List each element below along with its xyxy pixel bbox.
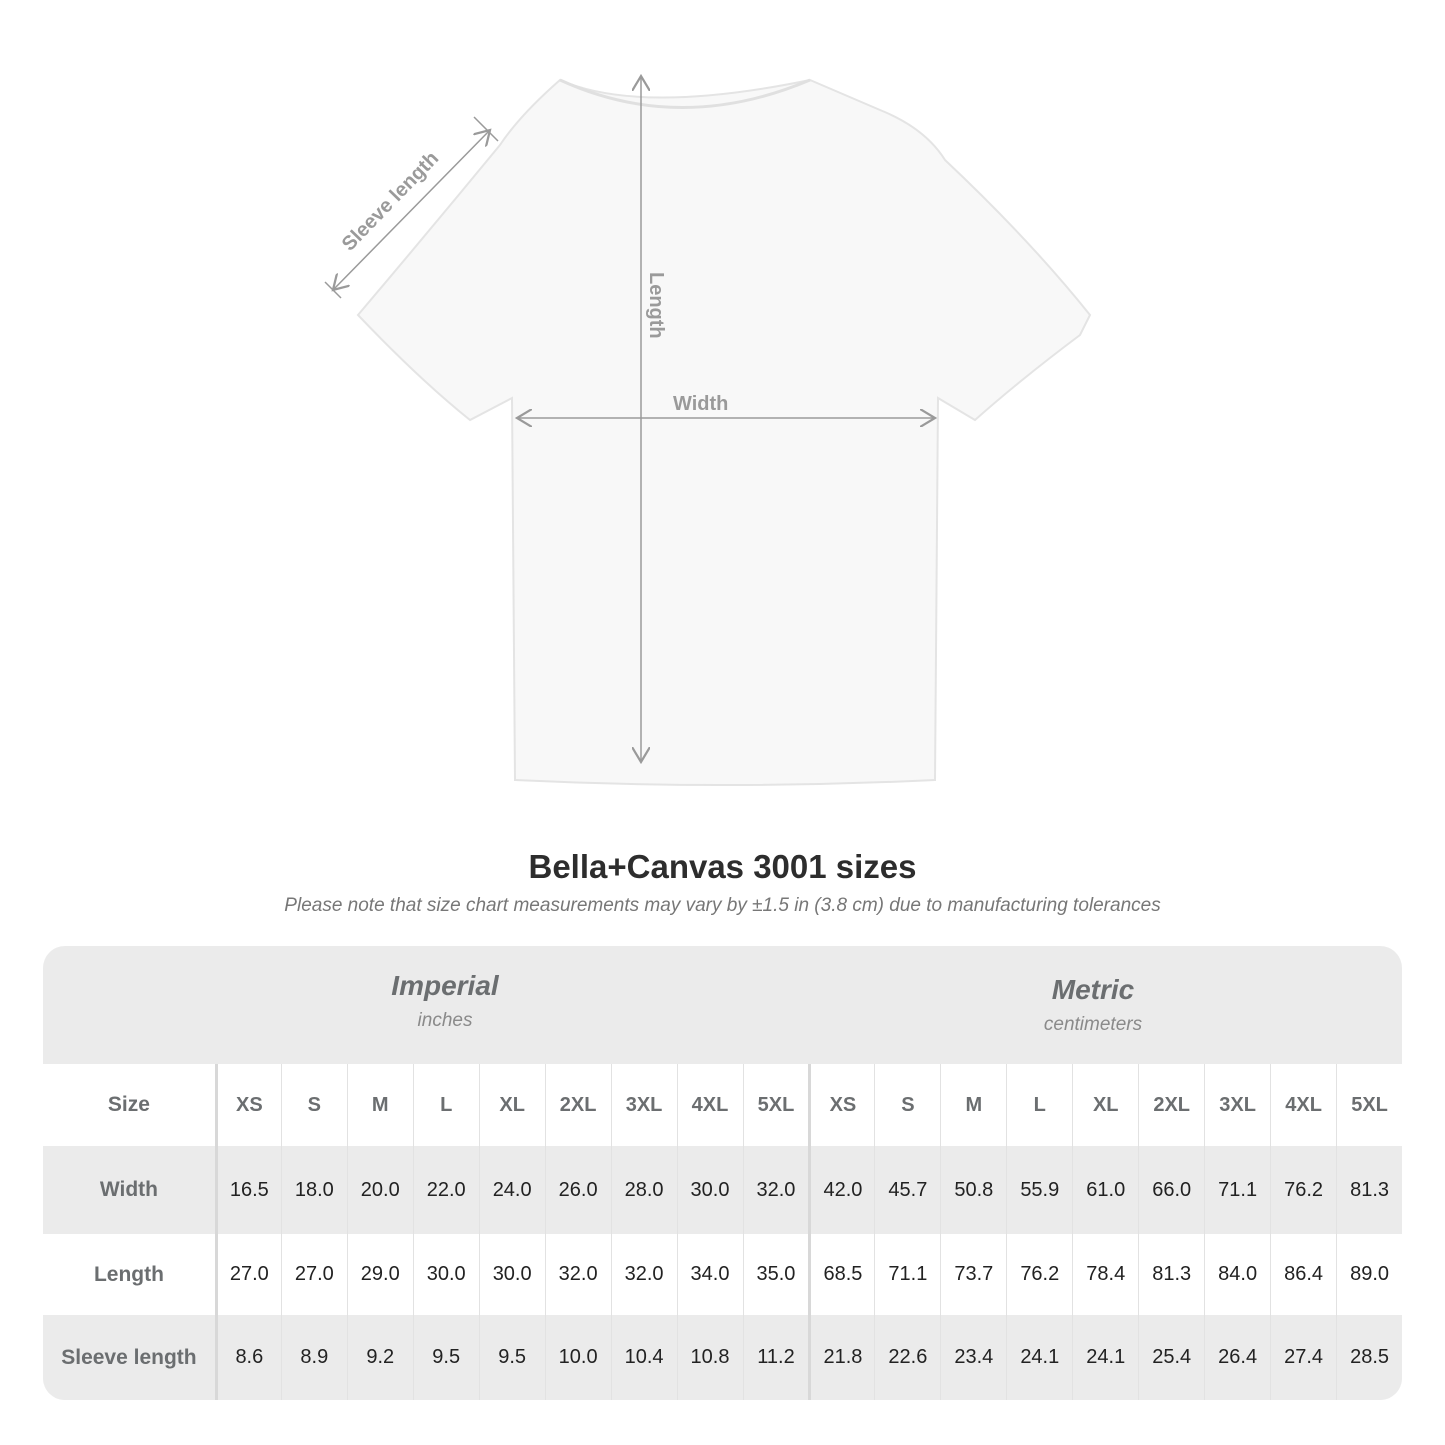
table-row: Length 27.0 27.0 29.0 30.0 30.0 32.0 32.0 34.0 35… [43, 1234, 1402, 1315]
table-cell-metric: 22.6 [874, 1315, 940, 1400]
tshirt-shape [356, 78, 1092, 786]
table-cell-imperial: 22.0 [412, 1146, 479, 1234]
size-header-imperial: M [346, 1064, 413, 1146]
table-cell-imperial: 29.0 [346, 1234, 413, 1315]
table-cell-imperial: 30.0 [412, 1234, 479, 1315]
size-header-metric: 3XL [1204, 1064, 1270, 1146]
size-header-metric: M [940, 1064, 1006, 1146]
table-cell-imperial: 32.0 [742, 1146, 809, 1234]
tshirt-diagram: Length Width Sleeve length [324, 0, 1092, 786]
sleeve-measure-line [333, 130, 490, 290]
table-cell-imperial: 20.0 [346, 1146, 413, 1234]
table-cell-imperial: 30.0 [478, 1234, 545, 1315]
table-cell-metric: 42.0 [808, 1146, 874, 1234]
size-header-metric: 4XL [1270, 1064, 1336, 1146]
table-cell-imperial: 27.0 [214, 1234, 281, 1315]
width-label: Width [673, 393, 728, 415]
table-cell-imperial: 30.0 [676, 1146, 743, 1234]
table-row: Width 16.5 18.0 20.0 22.0 24.0 26.0 28.0 30.0 32.… [43, 1146, 1402, 1234]
table-cell-imperial: 10.4 [610, 1315, 677, 1400]
table-cell-imperial: 18.0 [280, 1146, 347, 1234]
table-cell-imperial: 32.0 [544, 1234, 611, 1315]
size-header-imperial: XL [478, 1064, 545, 1146]
table-cell-metric: 86.4 [1270, 1234, 1336, 1315]
metric-unit: centimeters [1043, 1014, 1143, 1035]
table-cell-metric: 21.8 [808, 1315, 874, 1400]
table-cell-imperial: 26.0 [544, 1146, 611, 1234]
table-cell-metric: 25.4 [1138, 1315, 1204, 1400]
row-label: Sleeve length [61, 1345, 197, 1369]
table-cell-imperial: 34.0 [676, 1234, 743, 1315]
size-header-metric: L [1006, 1064, 1072, 1146]
size-header-metric: XL [1072, 1064, 1138, 1146]
page-title: Bella+Canvas 3001 sizes [528, 848, 917, 885]
size-header-imperial: L [412, 1064, 479, 1146]
table-cell-imperial: 8.6 [214, 1315, 281, 1400]
size-header-metric: 2XL [1138, 1064, 1204, 1146]
table-cell-imperial: 16.5 [214, 1146, 281, 1234]
table-cell-imperial: 9.2 [346, 1315, 413, 1400]
imperial-header: Imperial inches [215, 970, 675, 1088]
metric-title: Metric [1051, 974, 1135, 1005]
size-header-metric: 5XL [1336, 1064, 1402, 1146]
table-cell-metric: 50.8 [940, 1146, 1006, 1234]
size-header-imperial: 2XL [544, 1064, 611, 1146]
table-cell-imperial: 10.0 [544, 1315, 611, 1400]
table-cell-metric: 71.1 [874, 1234, 940, 1315]
size-header-imperial: S [280, 1064, 347, 1146]
size-header-imperial: XS [214, 1064, 281, 1146]
imperial-unit: inches [417, 1010, 473, 1031]
table-cell-metric: 78.4 [1072, 1234, 1138, 1315]
table-cell-metric: 81.3 [1336, 1146, 1402, 1234]
metric-header: Metric centimeters [863, 974, 1323, 1092]
table-cell-imperial: 32.0 [610, 1234, 677, 1315]
size-header-imperial: 5XL [742, 1064, 809, 1146]
table-cell-metric: 26.4 [1204, 1315, 1270, 1400]
size-header-metric: S [874, 1064, 940, 1146]
size-header-metric: XS [808, 1064, 874, 1146]
size-header-imperial: 4XL [676, 1064, 743, 1146]
table-cell-metric: 27.4 [1270, 1315, 1336, 1400]
table-cell-imperial: 27.0 [280, 1234, 347, 1315]
table-cell-metric: 89.0 [1336, 1234, 1402, 1315]
table-cell-metric: 61.0 [1072, 1146, 1138, 1234]
row-label: Length [93, 1262, 164, 1286]
table-cell-metric: 55.9 [1006, 1146, 1072, 1234]
table-row: Sleeve length 8.6 8.9 9.2 9.5 9.5 10.0 10.4 10.8… [43, 1315, 1402, 1400]
row-label: Size [107, 1093, 150, 1116]
table-cell-metric: 81.3 [1138, 1234, 1204, 1315]
table-cell-metric: 45.7 [874, 1146, 940, 1234]
imperial-title: Imperial [391, 970, 499, 1001]
table-cell-imperial: 24.0 [478, 1146, 545, 1234]
table-cell-metric: 24.1 [1072, 1315, 1138, 1400]
table-cell-metric: 84.0 [1204, 1234, 1270, 1315]
table-cell-metric: 28.5 [1336, 1315, 1402, 1400]
table-cell-imperial: 10.8 [676, 1315, 743, 1400]
length-label: Length [645, 272, 667, 339]
table-cell-metric: 24.1 [1006, 1315, 1072, 1400]
tolerance-note: Please note that size chart measurements… [284, 895, 1161, 916]
table-cell-metric: 23.4 [940, 1315, 1006, 1400]
table-cell-metric: 71.1 [1204, 1146, 1270, 1234]
table-cell-imperial: 28.0 [610, 1146, 677, 1234]
table-cell-imperial: 8.9 [280, 1315, 347, 1400]
table-cell-metric: 76.2 [1270, 1146, 1336, 1234]
table-cell-metric: 68.5 [808, 1234, 874, 1315]
row-label: Width [99, 1178, 158, 1201]
table-cell-imperial: 9.5 [478, 1315, 545, 1400]
table-cell-metric: 66.0 [1138, 1146, 1204, 1234]
size-header-imperial: 3XL [610, 1064, 677, 1146]
table-cell-metric: 76.2 [1006, 1234, 1072, 1315]
size-header-row: Size XS S M L XL 2XL 3XL 4XL 5XL XS S M L XL 2XL 3XL 4XL 5… [43, 1064, 1402, 1146]
size-table: Imperial inches Metric centimeters Size X… [43, 946, 1402, 1400]
table-cell-imperial: 9.5 [412, 1315, 479, 1400]
table-cell-metric: 73.7 [940, 1234, 1006, 1315]
table-cell-imperial: 35.0 [742, 1234, 809, 1315]
table-cell-imperial: 11.2 [742, 1315, 809, 1400]
